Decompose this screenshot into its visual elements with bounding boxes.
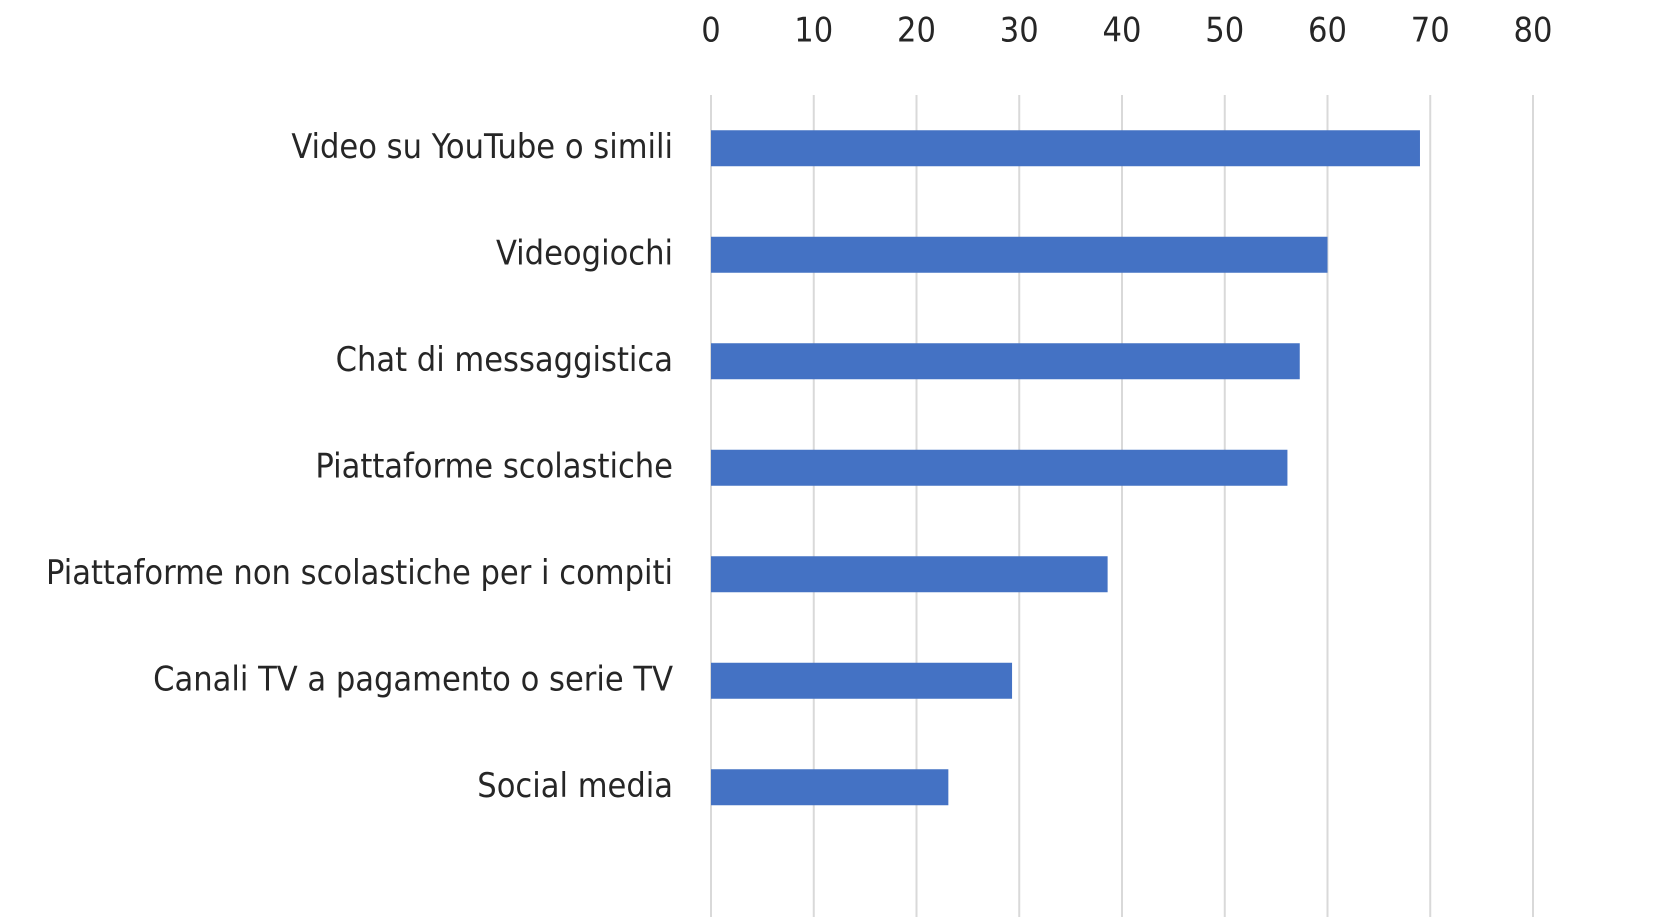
x-tick-label: 80 <box>1514 11 1553 51</box>
bar <box>711 769 949 806</box>
bar <box>711 343 1300 380</box>
x-tick-label: 60 <box>1308 11 1347 51</box>
y-tick-label: Video su YouTube o simili <box>291 127 673 167</box>
x-tick-label: 20 <box>897 11 936 51</box>
bar <box>711 662 1013 699</box>
y-tick-label: Piattaforme scolastiche <box>315 446 673 486</box>
bar <box>711 556 1108 593</box>
bar <box>711 449 1288 486</box>
x-tick-label: 30 <box>1000 11 1039 51</box>
bar <box>711 130 1420 167</box>
x-tick-label: 0 <box>701 11 720 51</box>
y-tick-label: Canali TV a pagamento o serie TV <box>153 659 673 699</box>
x-tick-label: 70 <box>1411 11 1450 51</box>
x-tick-label: 40 <box>1103 11 1142 51</box>
bar <box>711 236 1328 273</box>
y-tick-label: Videogiochi <box>496 233 673 273</box>
y-tick-label: Chat di messaggistica <box>336 340 673 380</box>
y-tick-label: Piattaforme non scolastiche per i compit… <box>46 553 673 593</box>
y-tick-label: Social media <box>477 766 673 806</box>
x-tick-label: 50 <box>1205 11 1244 51</box>
x-tick-label: 10 <box>794 11 833 51</box>
